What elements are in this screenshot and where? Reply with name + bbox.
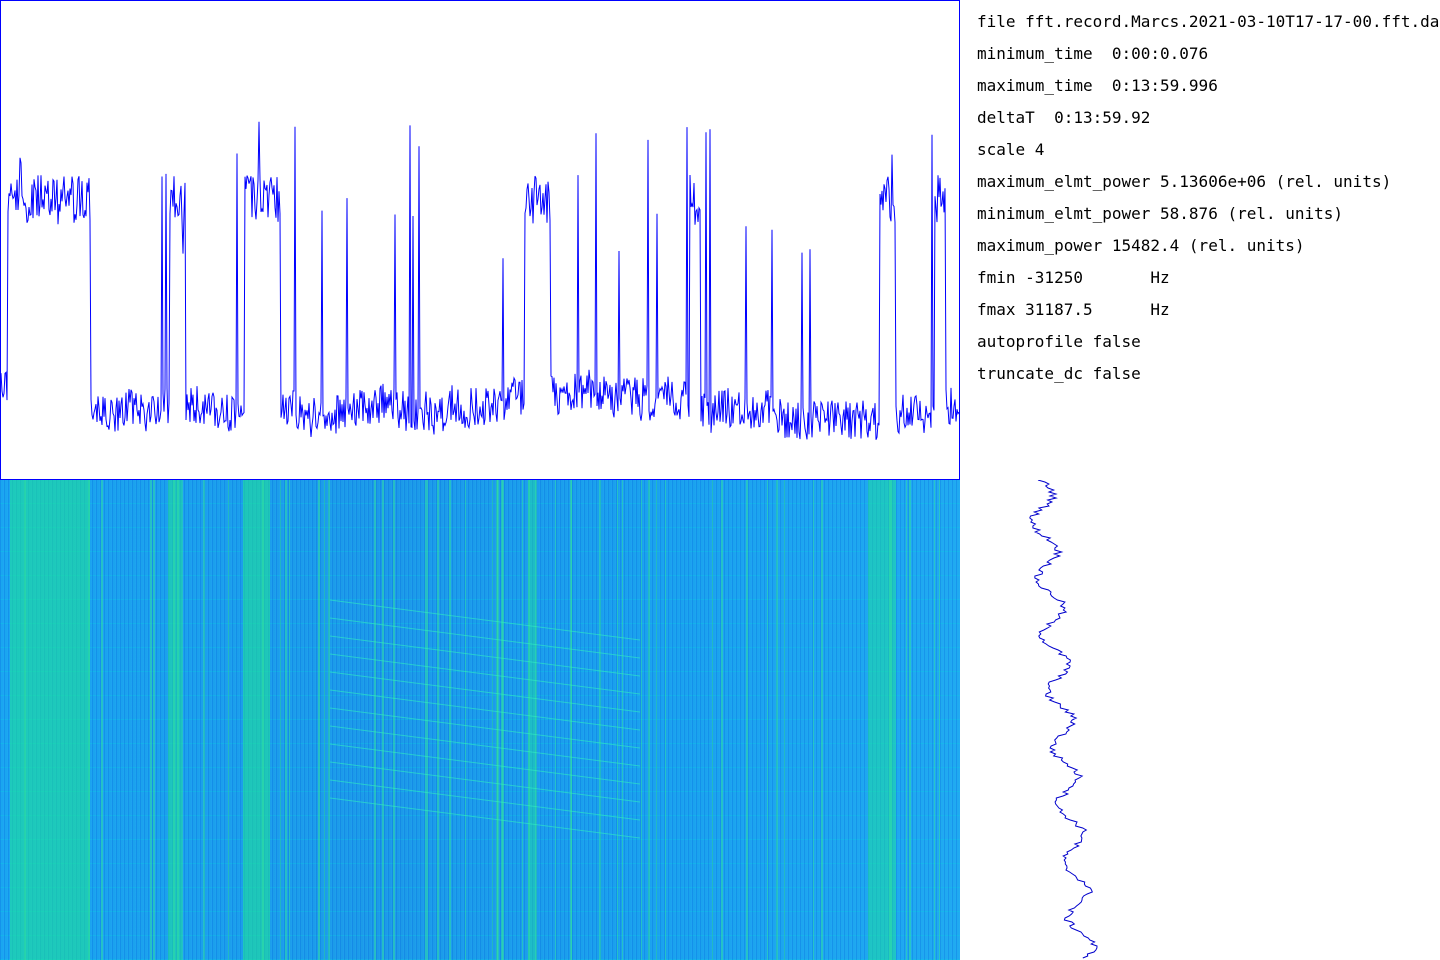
- spectrogram-stripe: [821, 480, 823, 960]
- spectrogram-stripe: [712, 480, 713, 960]
- spectrogram-stripe: [570, 480, 572, 960]
- spectrogram-stripe: [496, 480, 498, 960]
- trace-line: [0, 121, 960, 440]
- spectrogram-stripe: [889, 480, 890, 960]
- spectrogram-drift: [329, 707, 641, 749]
- spectrogram-drift: [329, 725, 641, 767]
- spectrogram-drift: [329, 761, 641, 803]
- frequency-profile: [1029, 480, 1098, 959]
- spectrogram-stripe: [393, 480, 395, 960]
- spectrogram-stripe: [101, 480, 103, 960]
- spectrogram-drift: [329, 743, 641, 785]
- spectrogram-stripe: [324, 480, 325, 960]
- info-line: deltaT 0:13:59.92: [977, 108, 1151, 127]
- spectrogram-stripe: [776, 480, 778, 960]
- spectrogram-stripe: [177, 480, 179, 960]
- spectrogram-stripe: [228, 480, 229, 960]
- spectrogram-stripe: [939, 480, 940, 960]
- spectrogram-stripe: [427, 480, 428, 960]
- spectrogram-lines: [10, 480, 940, 960]
- spectrogram-stripe: [641, 480, 642, 960]
- spectrogram: [0, 480, 960, 960]
- spectrogram-stripe: [528, 480, 530, 960]
- profile-line: [1029, 480, 1098, 959]
- spectrogram-stripe: [906, 480, 907, 960]
- spectrogram-stripe: [88, 480, 90, 960]
- spectrogram-stripe: [449, 480, 450, 960]
- spectrogram-stripe: [150, 480, 152, 960]
- info-line: truncate_dc false: [977, 364, 1141, 383]
- spectrogram-stripe: [153, 480, 155, 960]
- spectrogram-drift: [329, 689, 641, 731]
- info-line: minimum_time 0:00:0.076: [977, 44, 1209, 63]
- info-line: fmax 31187.5 Hz: [977, 300, 1170, 319]
- spectrogram-drift: [329, 599, 641, 641]
- info-line: maximum_elmt_power 5.13606e+06 (rel. uni…: [977, 172, 1392, 191]
- info-line: fmin -31250 Hz: [977, 268, 1170, 287]
- spectrogram-stripe: [492, 480, 493, 960]
- info-line: maximum_power 15482.4 (rel. units): [977, 236, 1305, 255]
- spectrogram-drift: [329, 779, 641, 821]
- spectrogram-band: [528, 480, 536, 960]
- spectrogram-band: [243, 480, 270, 960]
- spectrogram-stripe: [617, 480, 618, 960]
- spectrogram-stripe: [204, 480, 205, 960]
- spectrogram-drift: [329, 653, 641, 695]
- info-line: file fft.record.Marcs.2021-03-10T17-17-0…: [977, 12, 1440, 31]
- spectrogram-stripe: [173, 480, 175, 960]
- spectrogram-stripe: [24, 480, 26, 960]
- spectrogram-stripe: [622, 480, 623, 960]
- spectrogram-stripe: [813, 480, 814, 960]
- info-panel: file fft.record.Marcs.2021-03-10T17-17-0…: [977, 10, 1440, 394]
- spectrogram-stripe: [465, 480, 466, 960]
- spectrogram-stripe: [665, 480, 666, 960]
- spectrogram-stripe: [437, 480, 439, 960]
- spectrogram-stripe: [721, 480, 723, 960]
- spectrogram-stripe: [501, 480, 503, 960]
- spectrogram-stripe: [203, 480, 204, 960]
- spectrogram-stripe: [746, 480, 748, 960]
- spectrogram-stripe: [522, 480, 523, 960]
- spectrogram-stripe: [328, 480, 330, 960]
- spectrogram-stripe: [890, 480, 892, 960]
- info-line: scale 4: [977, 140, 1045, 159]
- spectrogram-band: [10, 480, 90, 960]
- spectrogram-stripe: [656, 480, 657, 960]
- spectrogram-stripe: [767, 480, 768, 960]
- spectrogram-stripe: [648, 480, 650, 960]
- spectrogram-stripe: [784, 480, 785, 960]
- info-line: minimum_elmt_power 58.876 (rel. units): [977, 204, 1344, 223]
- spectrogram-stripe: [374, 480, 376, 960]
- spectrogram-drift: [329, 797, 641, 839]
- spectrogram-drift: [329, 617, 641, 659]
- spectrogram-stripe: [909, 480, 911, 960]
- spectrogram-stripe: [280, 480, 281, 960]
- spectrogram-stripe: [289, 480, 290, 960]
- trace-frame: [0, 0, 960, 480]
- spectrogram-stripe: [535, 480, 537, 960]
- spectrogram-stripe: [285, 480, 287, 960]
- spectrogram-stripe: [182, 480, 183, 960]
- info-line: autoprofile false: [977, 332, 1141, 351]
- spectrogram-stripe: [599, 480, 601, 960]
- power-trace: [0, 0, 960, 480]
- spectrogram-stripe: [262, 480, 264, 960]
- spectrogram-stripe: [450, 480, 451, 960]
- spectrogram-stripe: [382, 480, 384, 960]
- spectrogram-stripe: [555, 480, 556, 960]
- spectrogram-drift: [329, 671, 641, 713]
- spectrogram-stripe: [934, 480, 935, 960]
- spectrogram-drift: [329, 635, 641, 677]
- info-line: maximum_time 0:13:59.996: [977, 76, 1218, 95]
- spectrogram-stripe: [318, 480, 320, 960]
